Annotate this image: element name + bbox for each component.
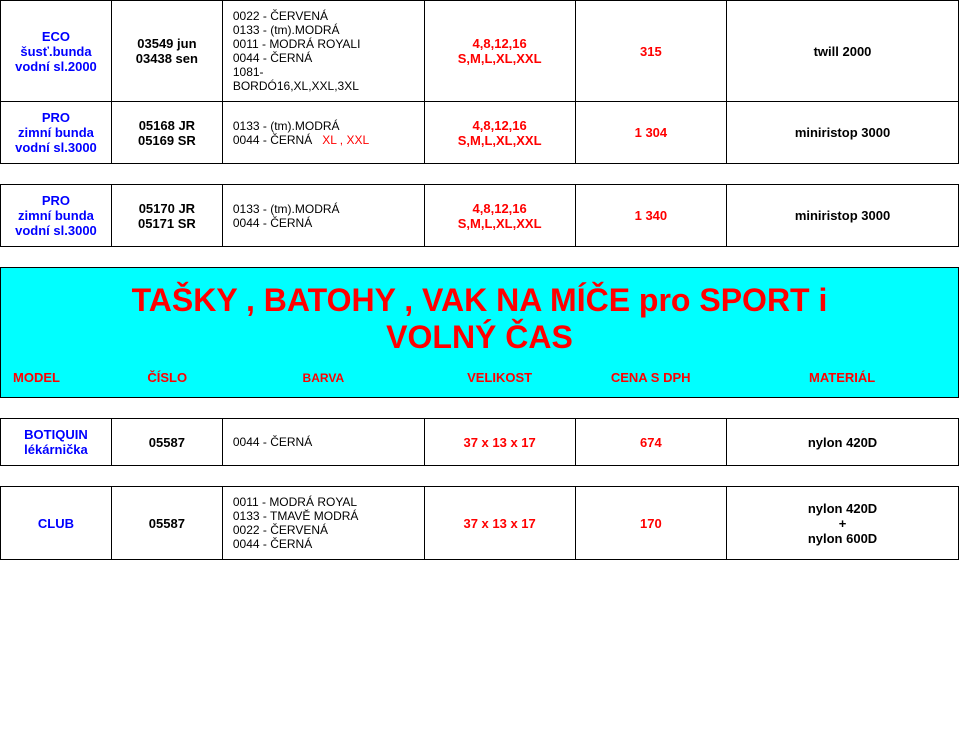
hdr-mat: MATERIÁL xyxy=(726,360,958,397)
cell-model: ECOšusť.bundavodní sl.2000 xyxy=(1,1,112,102)
cell-color: 0011 - MODRÁ ROYAL0133 - TMAVĚ MODRÁ0022… xyxy=(222,487,424,560)
top-table: ECOšusť.bundavodní sl.200003549 jun03438… xyxy=(0,0,959,164)
hdr-size: VELIKOST xyxy=(424,360,575,397)
table-row: PROzimní bundavodní sl.300005170 JR05171… xyxy=(1,185,959,247)
hdr-model: MODEL xyxy=(1,360,112,397)
cell-material: nylon 420D+nylon 600D xyxy=(727,487,959,560)
cell-number: 03549 jun03438 sen xyxy=(111,1,222,102)
hdr-color: BARVA xyxy=(223,360,424,397)
cell-number: 05168 JR05169 SR xyxy=(111,102,222,164)
cell-color: 0133 - (tm).MODRÁ0044 - ČERNÁ XL , XXL xyxy=(222,102,424,164)
cell-price: 674 xyxy=(575,419,726,466)
cell-model: PROzimní bundavodní sl.3000 xyxy=(1,102,112,164)
cell-price: 170 xyxy=(575,487,726,560)
hdr-num: ČÍSLO xyxy=(112,360,223,397)
bottom-table-2: CLUB055870011 - MODRÁ ROYAL0133 - TMAVĚ … xyxy=(0,486,959,560)
cell-material: twill 2000 xyxy=(727,1,959,102)
table-row: PROzimní bundavodní sl.300005168 JR05169… xyxy=(1,102,959,164)
cell-size: 4,8,12,16S,M,L,XL,XXL xyxy=(424,185,575,247)
cell-model: PROzimní bundavodní sl.3000 xyxy=(1,185,112,247)
hdr-price: CENA S DPH xyxy=(575,360,726,397)
cell-number: 05587 xyxy=(111,419,222,466)
cell-material: miniristop 3000 xyxy=(727,185,959,247)
table-row: CLUB055870011 - MODRÁ ROYAL0133 - TMAVĚ … xyxy=(1,487,959,560)
cell-material: nylon 420D xyxy=(727,419,959,466)
cell-size: 37 x 13 x 17 xyxy=(424,487,575,560)
table-row: BOTIQUINlékárnička055870044 - ČERNÁ37 x … xyxy=(1,419,959,466)
cell-price: 1 340 xyxy=(575,185,726,247)
banner-table: TAŠKY , BATOHY , VAK NA MÍČE pro SPORT i… xyxy=(0,267,959,398)
cell-number: 05170 JR05171 SR xyxy=(111,185,222,247)
cell-color: 0044 - ČERNÁ xyxy=(222,419,424,466)
cell-price: 315 xyxy=(575,1,726,102)
mid-table: PROzimní bundavodní sl.300005170 JR05171… xyxy=(0,184,959,247)
cell-color: 0133 - (tm).MODRÁ0044 - ČERNÁ xyxy=(222,185,424,247)
cell-price: 1 304 xyxy=(575,102,726,164)
bottom-table-1: BOTIQUINlékárnička055870044 - ČERNÁ37 x … xyxy=(0,418,959,466)
banner-title: TAŠKY , BATOHY , VAK NA MÍČE pro SPORT i… xyxy=(1,268,958,360)
cell-size: 4,8,12,16S,M,L,XL,XXL xyxy=(424,102,575,164)
cell-size: 4,8,12,16S,M,L,XL,XXL xyxy=(424,1,575,102)
cell-model: BOTIQUINlékárnička xyxy=(1,419,112,466)
cell-color: 0022 - ČERVENÁ0133 - (tm).MODRÁ0011 - MO… xyxy=(222,1,424,102)
cell-size: 37 x 13 x 17 xyxy=(424,419,575,466)
cell-model: CLUB xyxy=(1,487,112,560)
cell-number: 05587 xyxy=(111,487,222,560)
table-row: ECOšusť.bundavodní sl.200003549 jun03438… xyxy=(1,1,959,102)
cell-material: miniristop 3000 xyxy=(727,102,959,164)
